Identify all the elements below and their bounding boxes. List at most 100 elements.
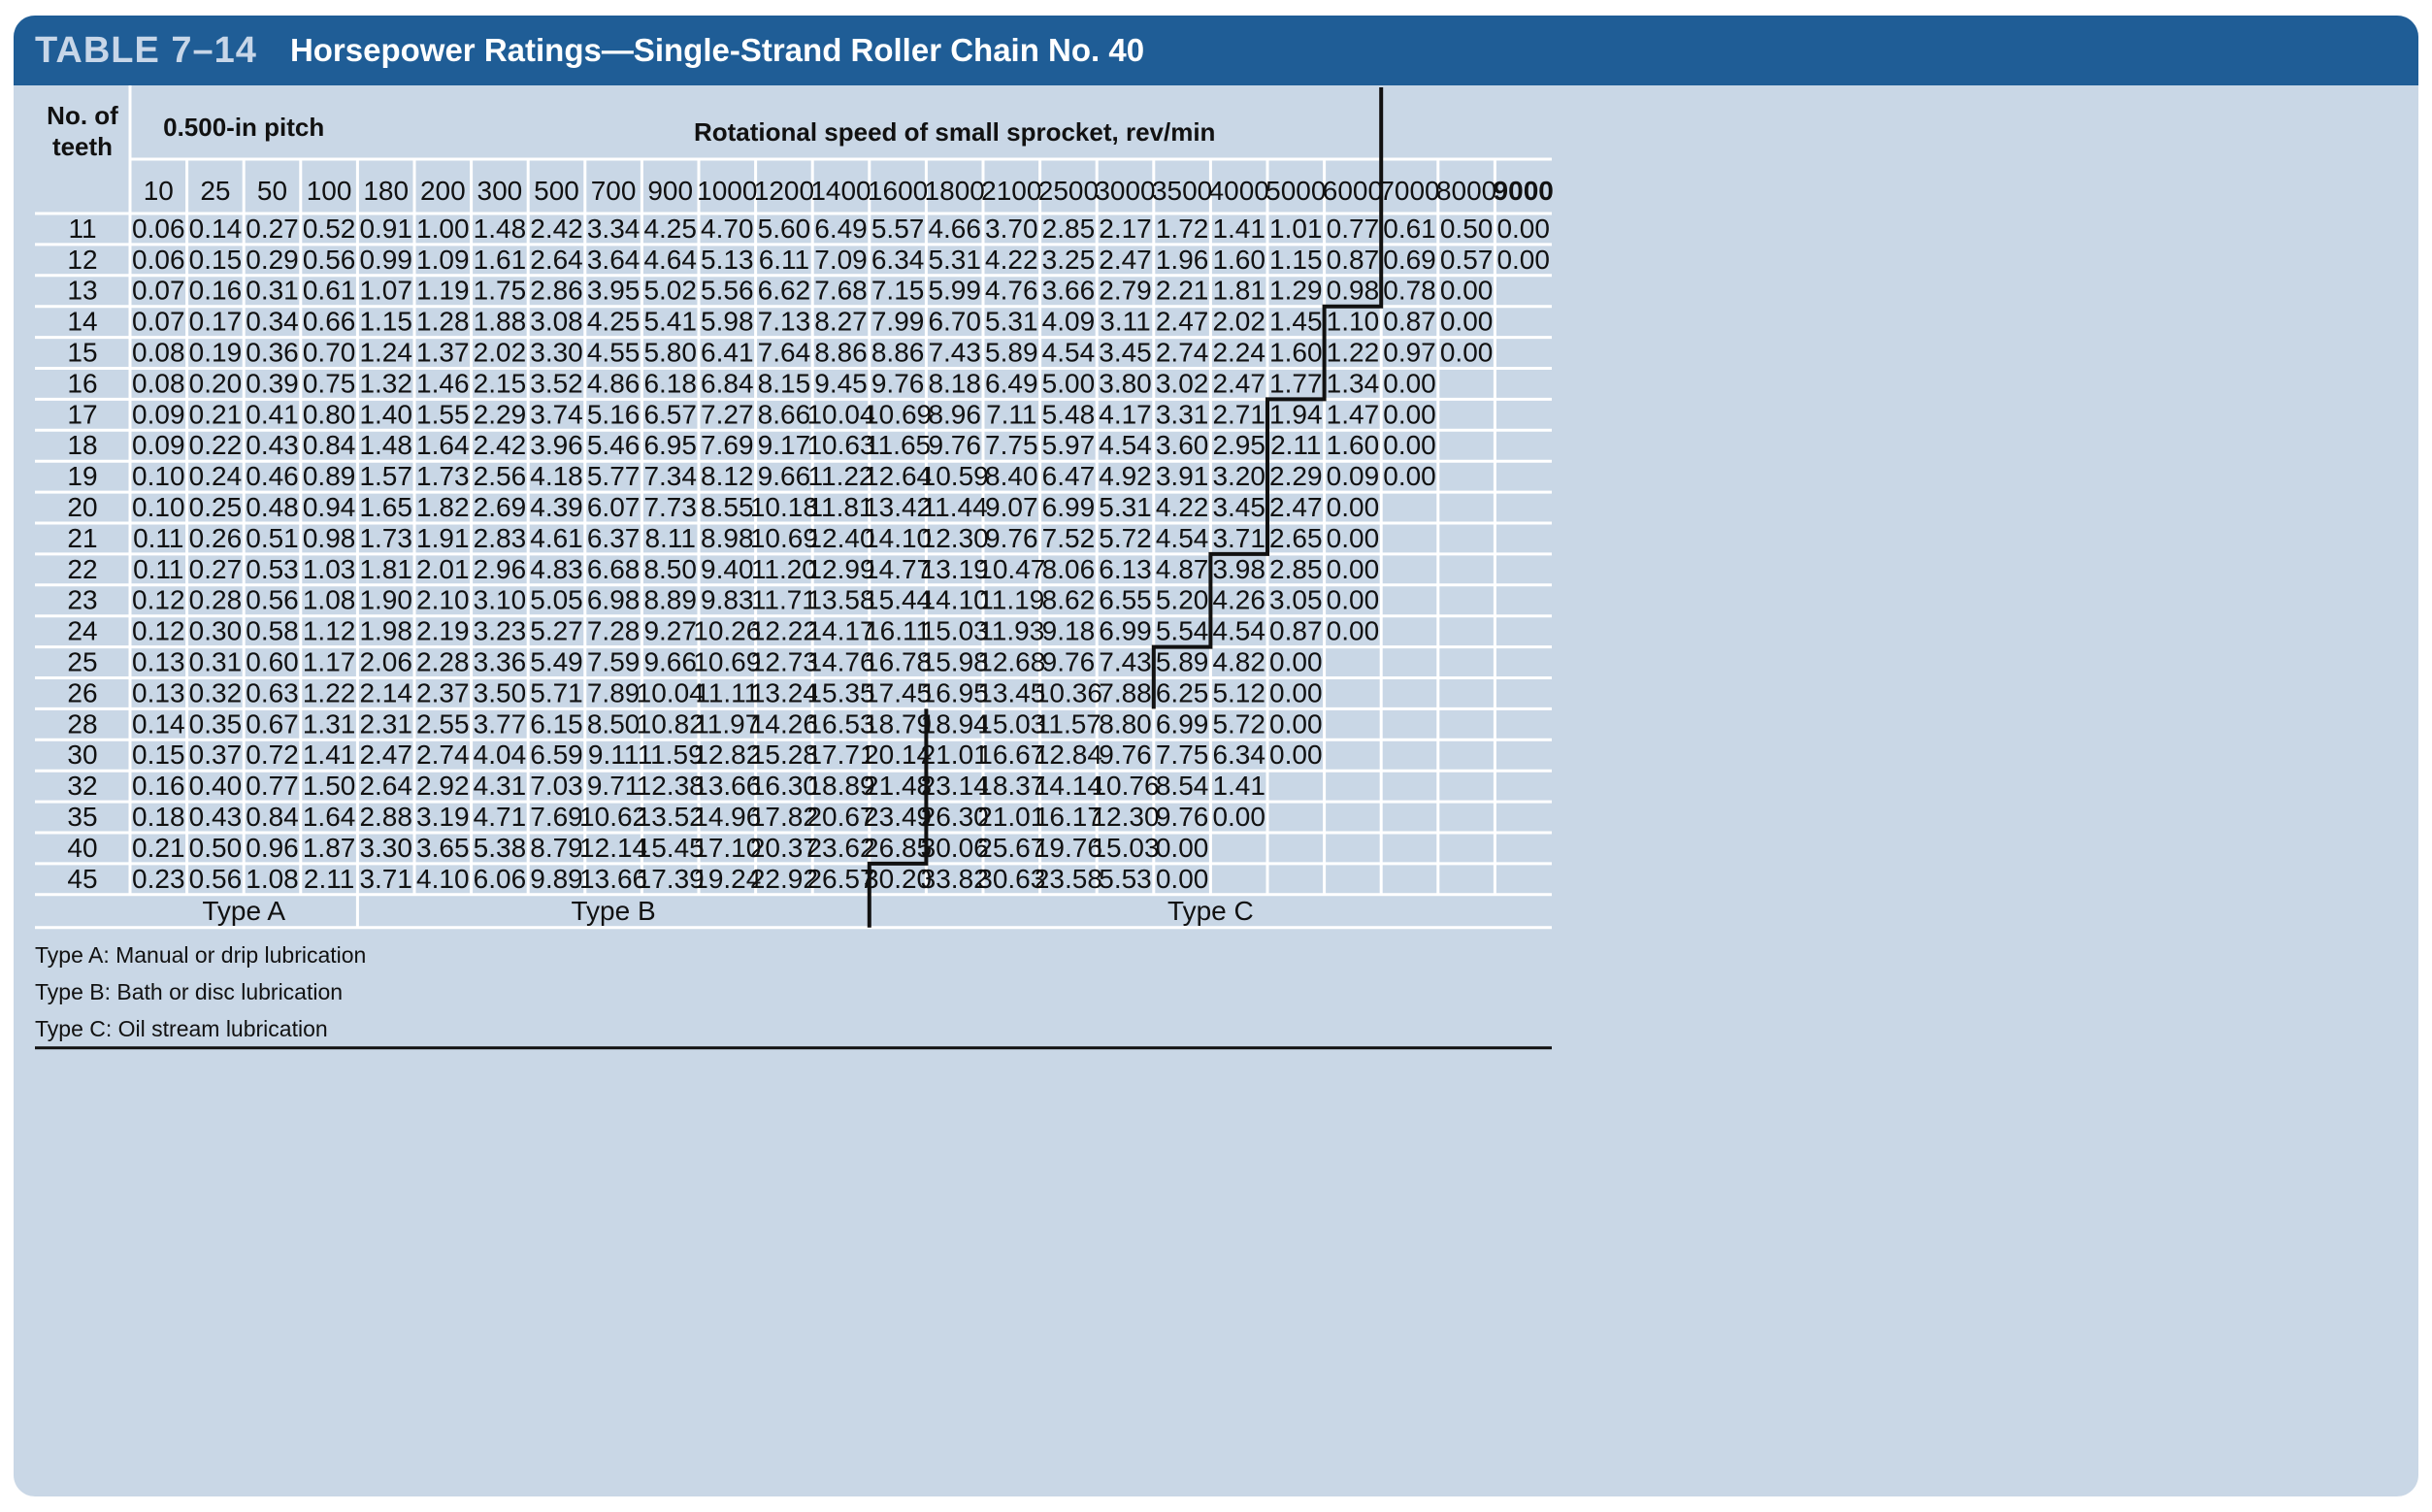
table-cell: 8.50: [643, 554, 697, 584]
table-cell: 2.21: [1156, 276, 1209, 306]
table-cell: 4.70: [701, 214, 754, 244]
table-cell: 4.39: [530, 492, 583, 522]
teeth-cell: 11: [68, 214, 96, 244]
table-cell: 11.44: [922, 492, 988, 522]
table-cell: 13.52: [637, 802, 705, 832]
table-cell: 0.50: [1440, 214, 1494, 244]
table-cell: 2.65: [1269, 523, 1323, 553]
table-cell: 7.43: [928, 338, 981, 368]
teeth-cell: 40: [67, 833, 97, 863]
table-number: TABLE 7–14: [35, 29, 257, 71]
table-cell: 2.17: [1099, 214, 1152, 244]
table-cell: 10.59: [921, 461, 989, 491]
table-cell: 1.34: [1327, 368, 1380, 398]
table-cell: 8.62: [1042, 585, 1096, 615]
type-c-label: Type C: [1167, 896, 1254, 926]
table-cell: 0.96: [246, 833, 299, 863]
table-cell: 0.00: [1496, 214, 1550, 244]
table-cell: 19.76: [1035, 833, 1102, 863]
speed-column-header: 700: [591, 176, 637, 206]
table-cell: 5.57: [871, 214, 925, 244]
table-cell: 30.63: [977, 864, 1045, 894]
table-cell: 8.55: [701, 492, 754, 522]
speed-column-header: 3000: [1095, 176, 1155, 206]
speed-column-header: 6000: [1323, 176, 1383, 206]
table-cell: 0.87: [1327, 245, 1380, 275]
table-cell: 12.30: [1091, 802, 1159, 832]
table-cell: 1.94: [1269, 399, 1323, 429]
table-cell: 5.38: [474, 833, 527, 863]
table-cell: 0.09: [132, 430, 185, 460]
table-cell: 8.15: [758, 368, 811, 398]
table-cell: 0.22: [189, 430, 243, 460]
table-cell: 5.20: [1156, 585, 1209, 615]
table-frame: TABLE 7–14 Horsepower Ratings—Single-Str…: [14, 16, 2418, 1496]
table-cell: 2.92: [416, 771, 470, 801]
teeth-cell: 16: [67, 368, 97, 398]
table-cell: 1.60: [1212, 245, 1265, 275]
table-cell: 6.25: [1156, 677, 1209, 707]
table-cell: 16.17: [1035, 802, 1102, 832]
table-cell: 5.48: [1042, 399, 1096, 429]
teeth-cell: 22: [67, 554, 97, 584]
table-cell: 0.34: [246, 307, 299, 337]
table-cell: 7.27: [701, 399, 754, 429]
table-cell: 16.11: [865, 616, 931, 646]
table-cell: 3.52: [530, 368, 583, 398]
table-cell: 21.01: [921, 740, 989, 770]
teeth-cell: 19: [67, 461, 97, 491]
table-cell: 3.66: [1042, 276, 1096, 306]
table-cell: 18.94: [921, 708, 989, 739]
table-cell: 5.16: [587, 399, 641, 429]
table-cell: 0.00: [1327, 554, 1380, 584]
speed-column-header: 4000: [1209, 176, 1269, 206]
table-cell: 8.98: [701, 523, 754, 553]
table-cell: 4.64: [643, 245, 697, 275]
table-cell: 7.69: [701, 430, 754, 460]
table-cell: 10.18: [750, 492, 818, 522]
table-cell: 5.56: [701, 276, 754, 306]
table-cell: 0.78: [1383, 276, 1436, 306]
table-cell: 23.62: [806, 833, 874, 863]
table-cell: 2.10: [416, 585, 470, 615]
table-cell: 9.89: [530, 864, 583, 894]
table-cell: 18.37: [977, 771, 1045, 801]
table-cell: 4.25: [643, 214, 697, 244]
table-cell: 14.17: [806, 616, 874, 646]
table-cell: 4.71: [474, 802, 527, 832]
table-cell: 1.50: [303, 771, 356, 801]
type-a-label: Type A: [202, 896, 285, 926]
table-cell: 10.76: [1091, 771, 1159, 801]
table-cell: 2.55: [416, 708, 470, 739]
table-cell: 14.76: [806, 647, 874, 677]
table-cell: 3.30: [359, 833, 412, 863]
table-cell: 2.71: [1212, 399, 1265, 429]
teeth-cell: 21: [67, 523, 97, 553]
speed-column-header: 900: [647, 176, 693, 206]
table-cell: 2.85: [1042, 214, 1096, 244]
table-cell: 9.45: [814, 368, 868, 398]
table-cell: 1.10: [1327, 307, 1380, 337]
table-cell: 4.04: [474, 740, 527, 770]
table-cell: 6.62: [758, 276, 811, 306]
lubrication-note: Type C: Oil stream lubrication: [35, 1016, 328, 1041]
table-cell: 0.26: [189, 523, 243, 553]
table-cell: 11.20: [751, 554, 817, 584]
speed-column-header: 9000: [1494, 176, 1554, 206]
table-cell: 23.58: [1035, 864, 1102, 894]
teeth-cell: 20: [67, 492, 97, 522]
table-cell: 11.22: [808, 461, 874, 491]
table-cell: 15.03: [1091, 833, 1159, 863]
table-cell: 10.47: [977, 554, 1045, 584]
table-cell: 0.91: [359, 214, 412, 244]
table-cell: 1.60: [1327, 430, 1380, 460]
table-cell: 7.34: [643, 461, 697, 491]
table-cell: 4.54: [1042, 338, 1096, 368]
table-cell: 22.92: [750, 864, 818, 894]
table-cell: 5.54: [1156, 616, 1209, 646]
table-cell: 7.75: [1156, 740, 1209, 770]
table-cell: 0.35: [189, 708, 243, 739]
table-cell: 1.46: [416, 368, 470, 398]
table-cell: 1.75: [474, 276, 527, 306]
table-cell: 6.49: [985, 368, 1038, 398]
